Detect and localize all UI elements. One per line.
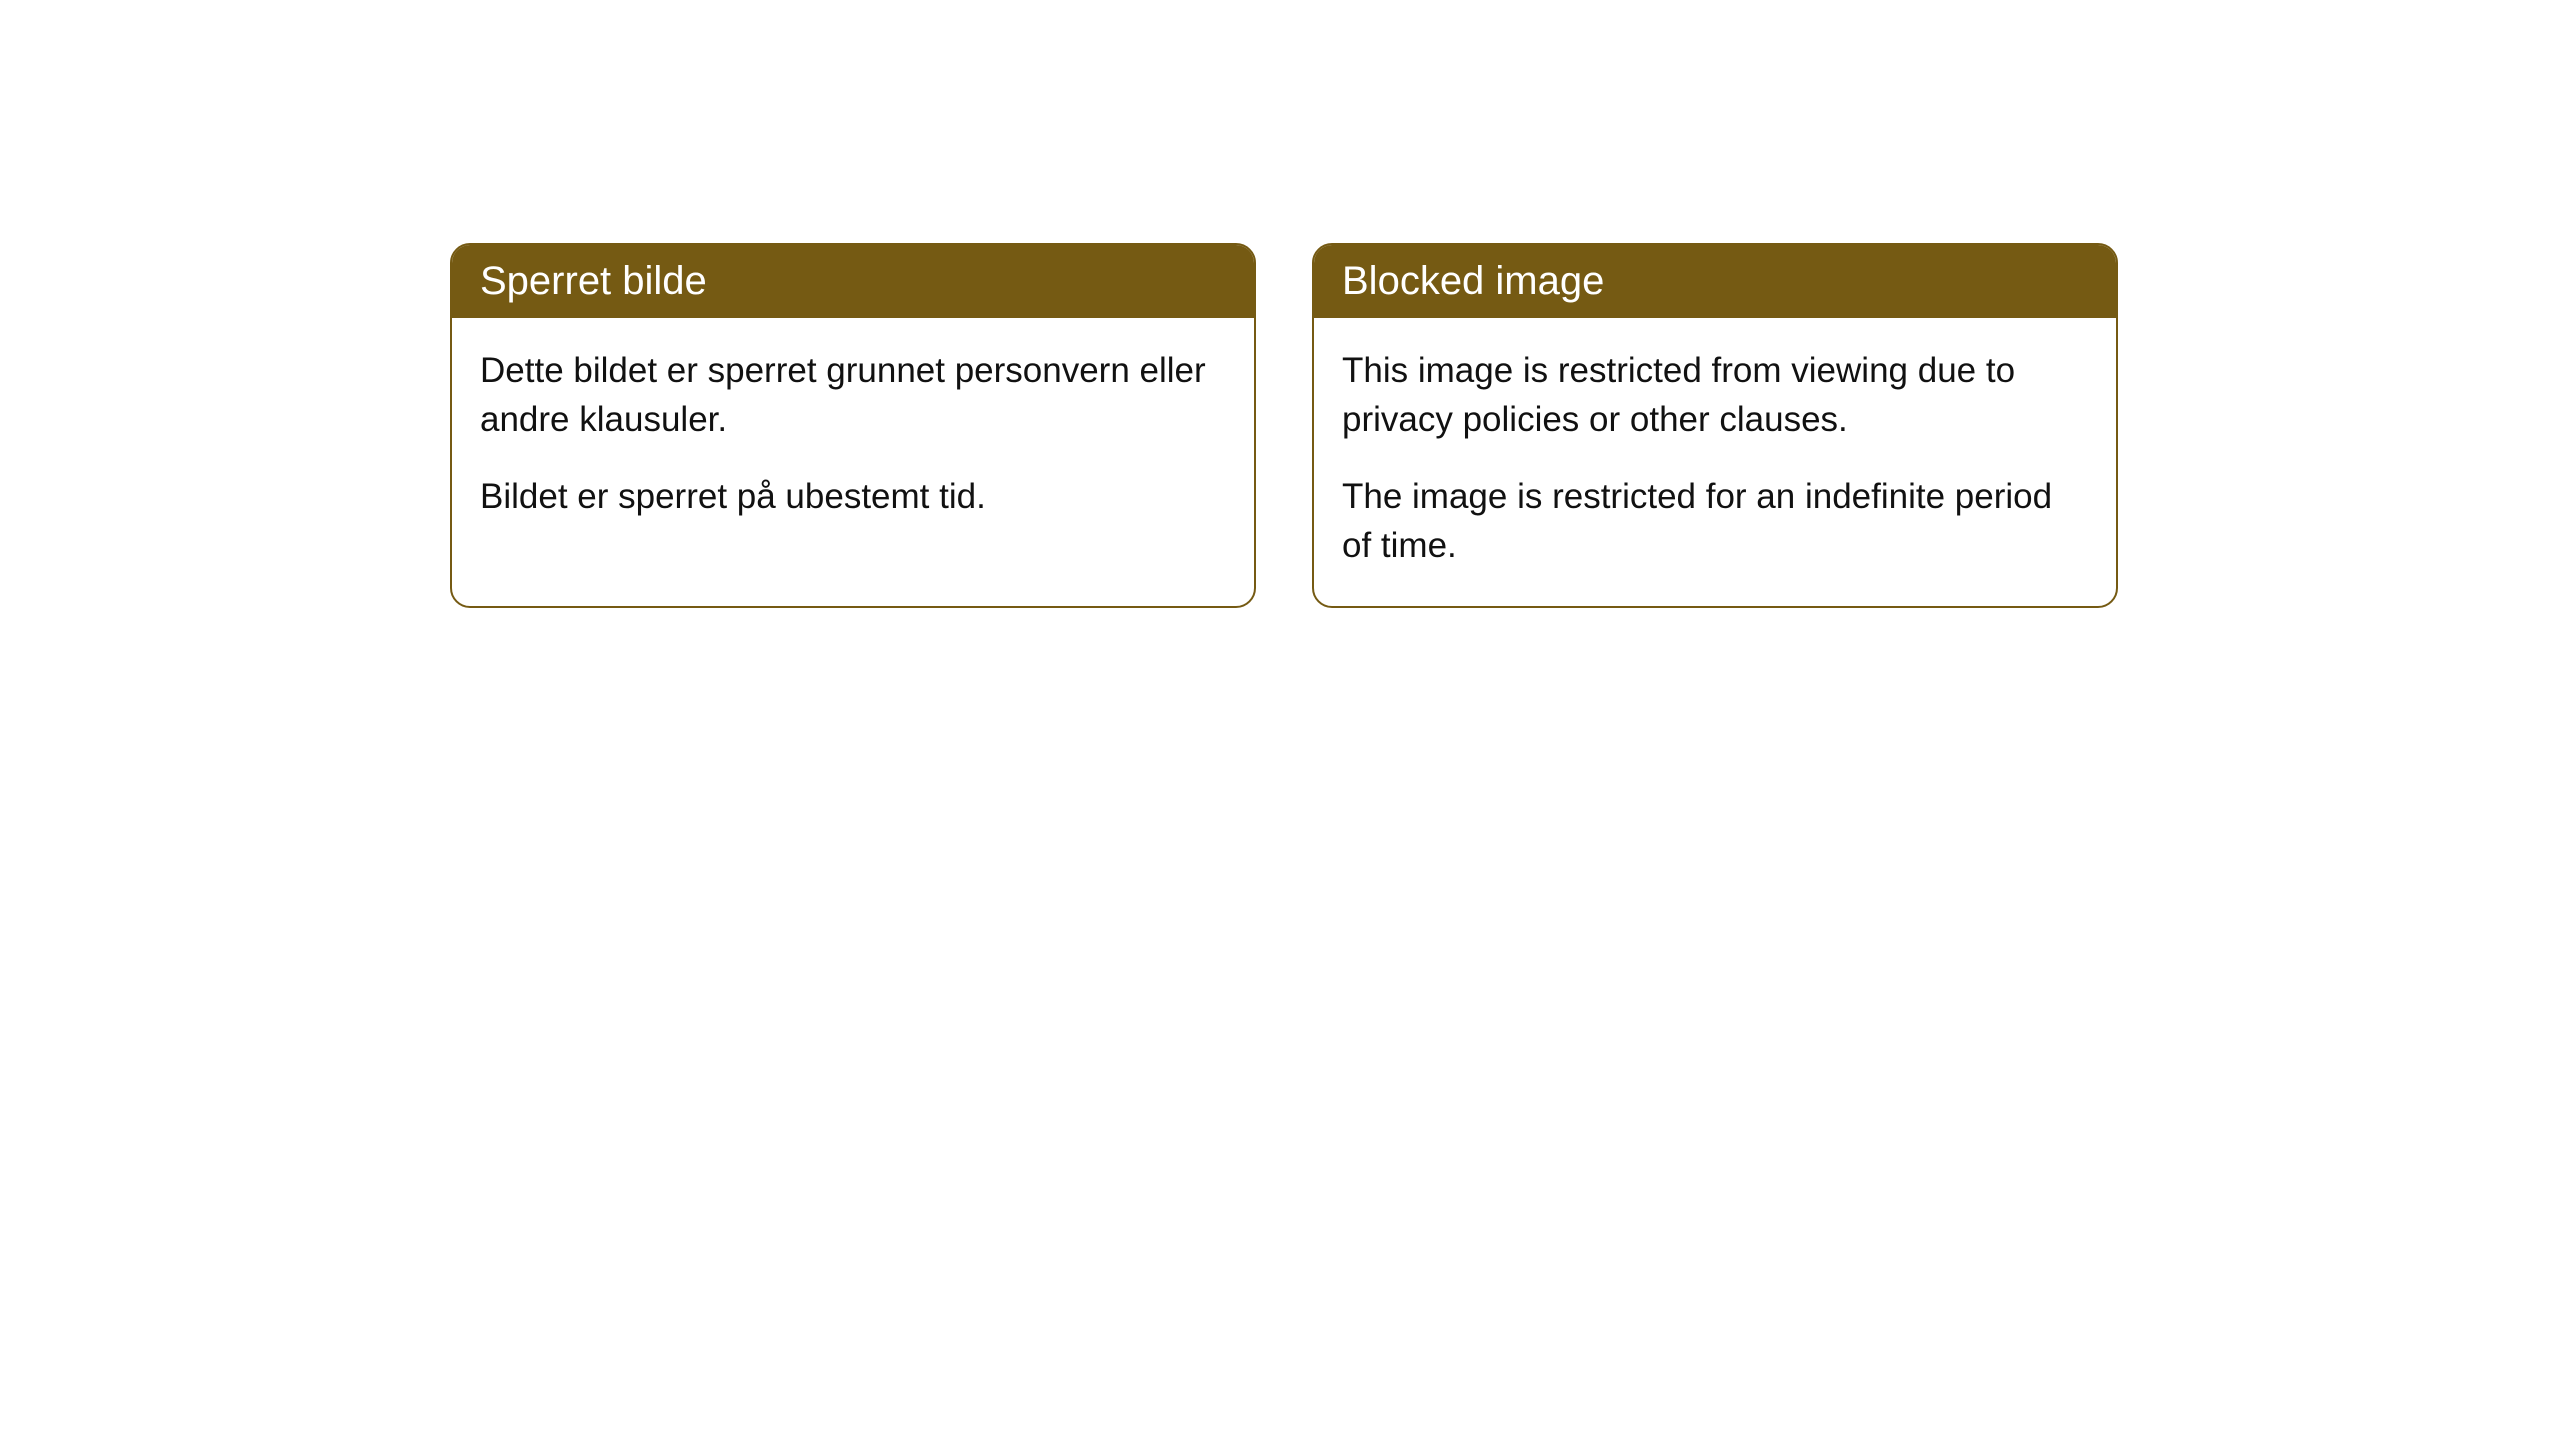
card-body-norwegian: Dette bildet er sperret grunnet personve… [452,318,1254,557]
card-paragraph: This image is restricted from viewing du… [1342,346,2088,444]
card-paragraph: Bildet er sperret på ubestemt tid. [480,472,1226,521]
card-body-english: This image is restricted from viewing du… [1314,318,2116,606]
notice-cards-container: Sperret bilde Dette bildet er sperret gr… [450,243,2118,608]
notice-card-norwegian: Sperret bilde Dette bildet er sperret gr… [450,243,1256,608]
card-paragraph: The image is restricted for an indefinit… [1342,472,2088,570]
card-header-norwegian: Sperret bilde [452,245,1254,318]
card-header-english: Blocked image [1314,245,2116,318]
card-paragraph: Dette bildet er sperret grunnet personve… [480,346,1226,444]
notice-card-english: Blocked image This image is restricted f… [1312,243,2118,608]
